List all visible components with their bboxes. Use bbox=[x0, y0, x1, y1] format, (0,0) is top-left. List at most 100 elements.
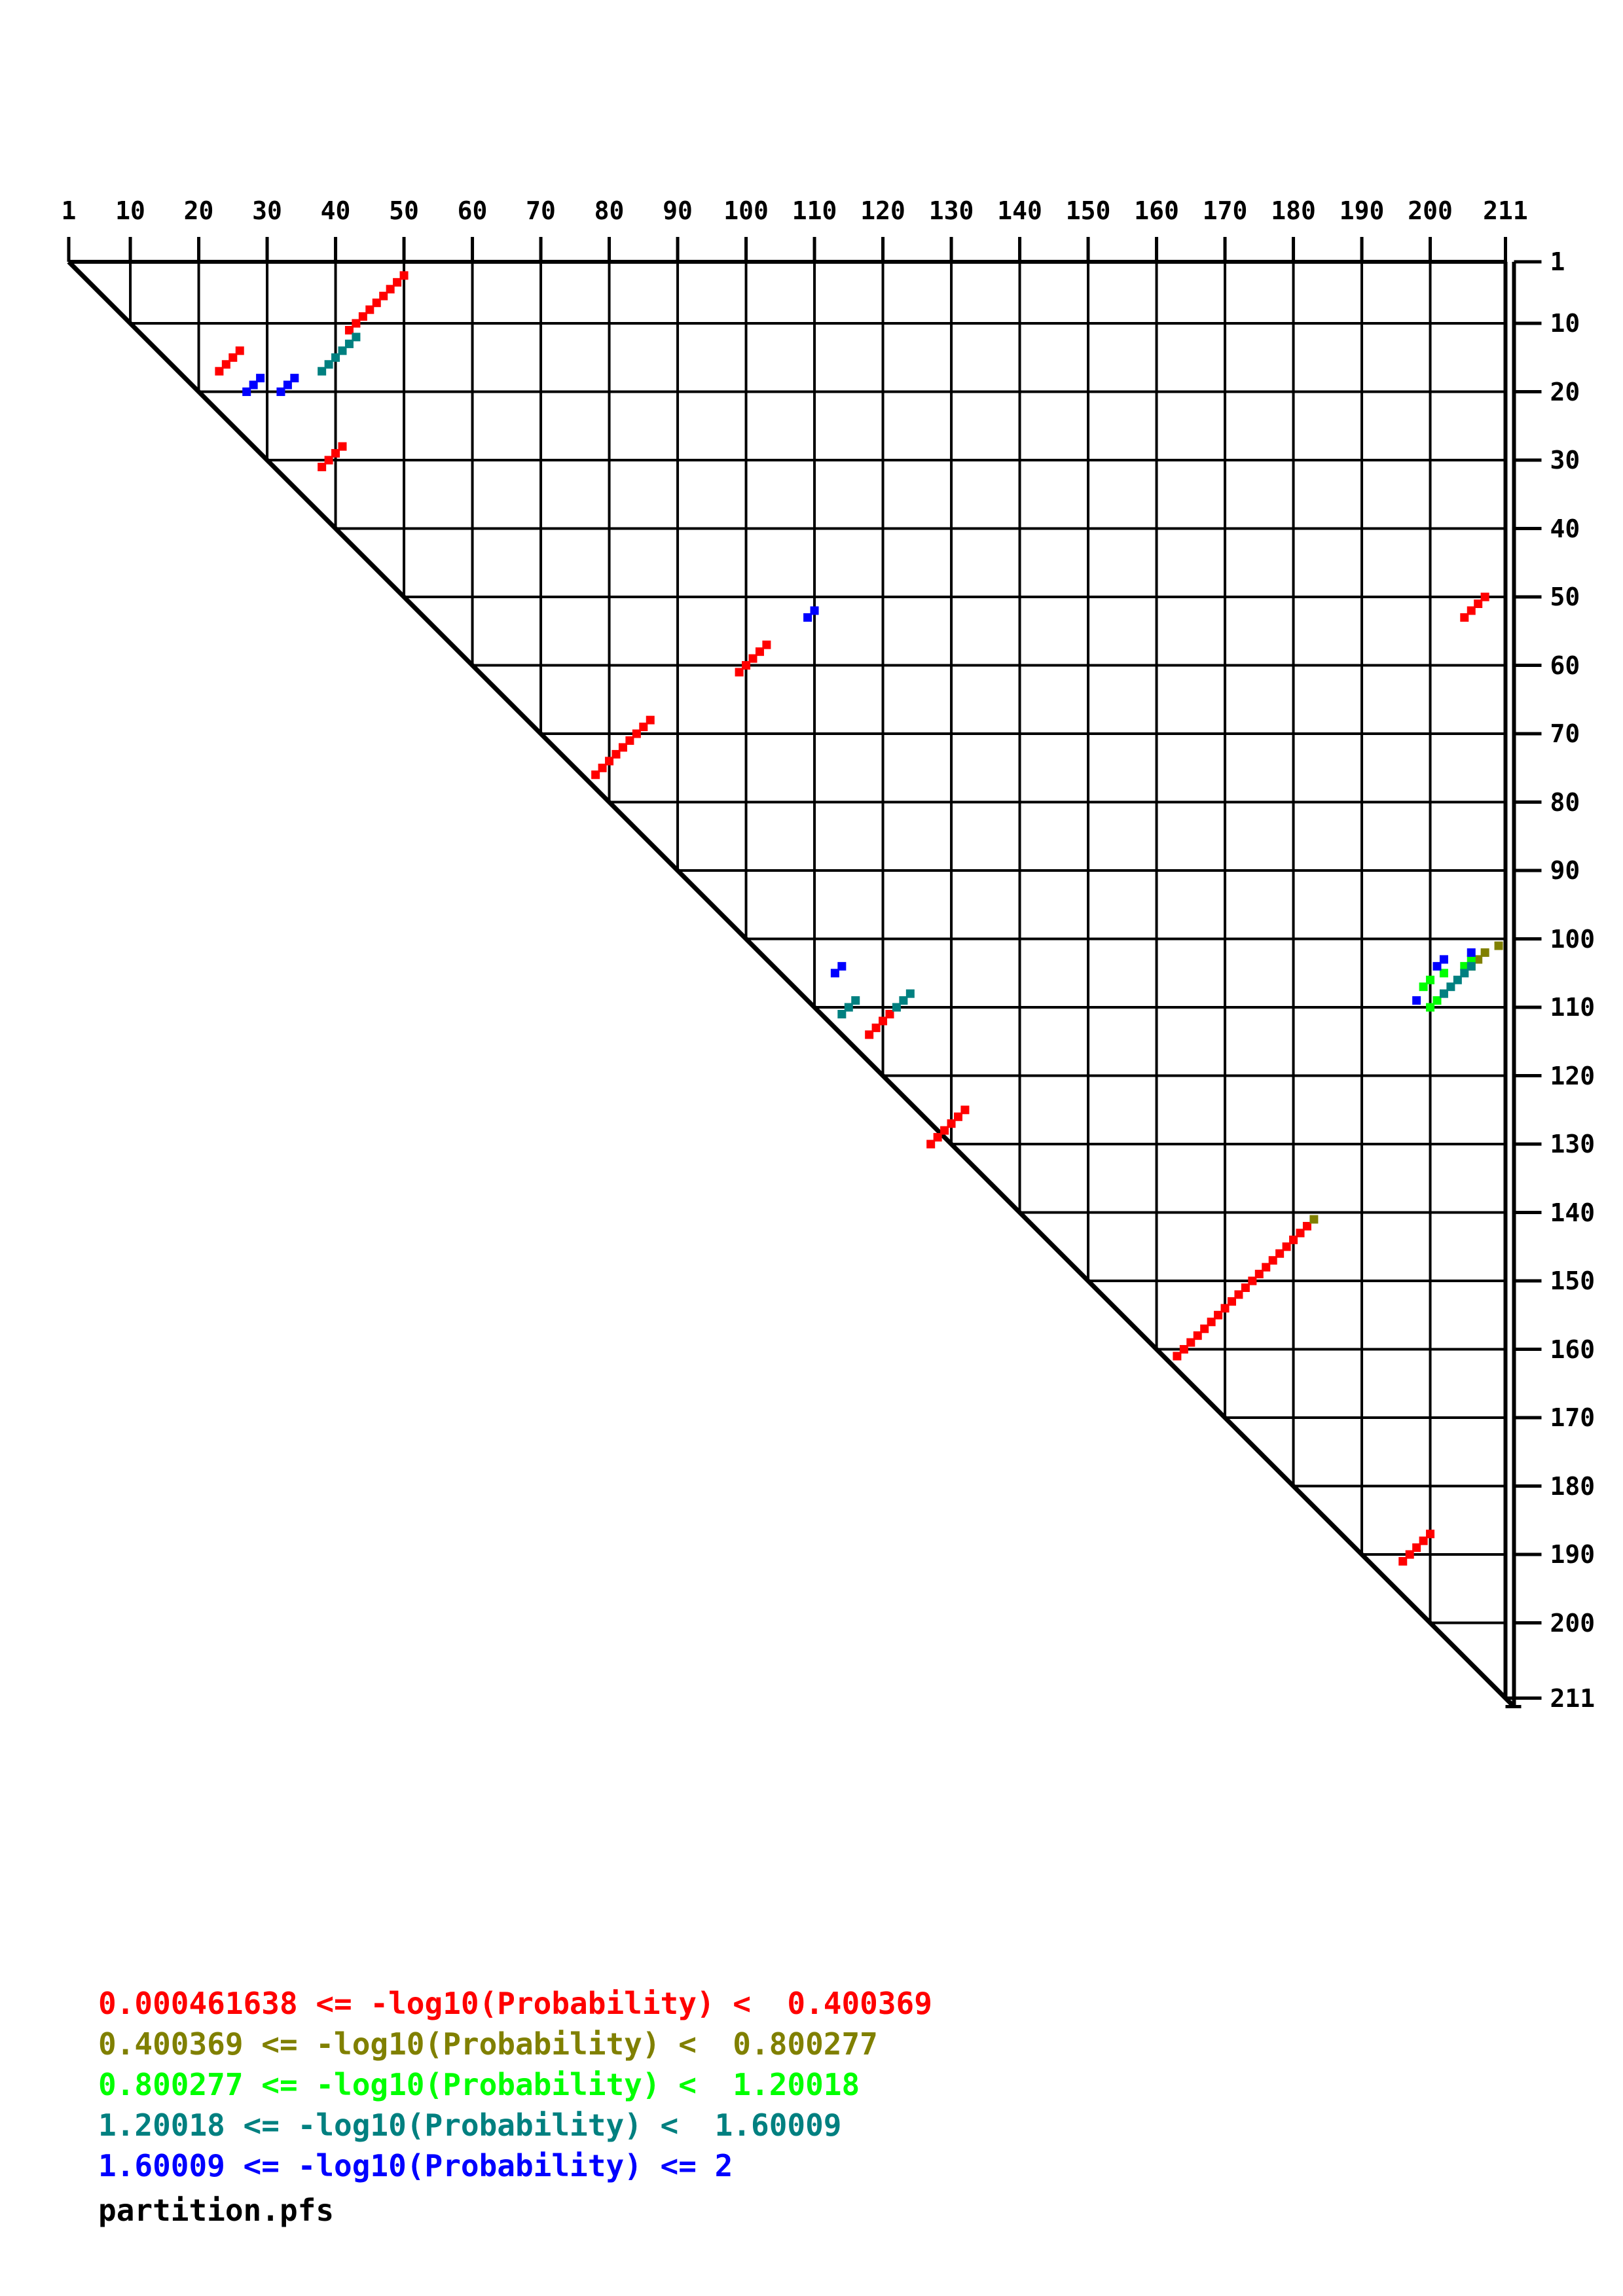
top-axis-tick-label: 140 bbox=[997, 196, 1042, 225]
top-axis-tick-label: 180 bbox=[1271, 196, 1316, 225]
data-point bbox=[1173, 1352, 1182, 1361]
data-point bbox=[879, 1016, 888, 1026]
data-point bbox=[1186, 1338, 1195, 1347]
dot-plot-canvas bbox=[67, 237, 1542, 1708]
top-axis-tick-label: 40 bbox=[320, 196, 351, 225]
data-point bbox=[871, 1023, 881, 1032]
data-point bbox=[844, 1003, 853, 1012]
right-axis-tick-label: 190 bbox=[1550, 1540, 1596, 1570]
data-point bbox=[1193, 1331, 1202, 1340]
data-point bbox=[1296, 1229, 1305, 1238]
top-axis-tick-label: 190 bbox=[1339, 196, 1385, 225]
data-point bbox=[1268, 1256, 1277, 1265]
data-point bbox=[228, 353, 238, 362]
data-point bbox=[1200, 1324, 1209, 1333]
legend-row-4: 1.20018 <= -log10(Probability) < 1.60009 bbox=[98, 2108, 842, 2143]
data-point bbox=[611, 749, 621, 759]
data-point bbox=[1214, 1310, 1223, 1319]
top-axis-tick-label: 110 bbox=[792, 196, 837, 225]
right-axis-tick-label: 20 bbox=[1550, 377, 1580, 406]
data-point bbox=[1480, 948, 1489, 957]
right-axis-tick-label: 160 bbox=[1550, 1335, 1596, 1364]
data-point bbox=[830, 969, 839, 978]
data-point bbox=[735, 668, 744, 677]
data-point bbox=[1275, 1249, 1285, 1258]
data-point bbox=[1474, 600, 1483, 608]
data-point bbox=[1439, 969, 1448, 978]
data-point bbox=[803, 613, 812, 622]
right-axis-tick-label: 40 bbox=[1550, 514, 1580, 543]
data-point bbox=[1426, 1003, 1435, 1012]
right-axis-tick-label: 140 bbox=[1550, 1198, 1596, 1227]
data-point bbox=[1480, 592, 1489, 601]
data-point bbox=[399, 271, 409, 280]
data-point bbox=[1494, 941, 1503, 950]
data-point bbox=[372, 298, 381, 308]
data-point bbox=[755, 647, 764, 656]
right-axis-tick-label: 200 bbox=[1550, 1608, 1596, 1638]
data-point bbox=[1467, 606, 1476, 615]
data-point bbox=[1241, 1283, 1250, 1292]
data-point bbox=[926, 1139, 936, 1149]
data-point bbox=[393, 278, 402, 287]
data-point bbox=[1467, 955, 1476, 964]
data-point bbox=[742, 661, 751, 670]
data-point bbox=[1453, 975, 1462, 984]
legend-row-3: 0.800277 <= -log10(Probability) < 1.2001… bbox=[98, 2067, 860, 2102]
data-point bbox=[1419, 1536, 1428, 1545]
data-point bbox=[352, 319, 361, 328]
right-axis-tick-label: 120 bbox=[1550, 1061, 1596, 1090]
grid-layer bbox=[129, 262, 1506, 1624]
data-point bbox=[905, 989, 915, 998]
data-point bbox=[618, 743, 627, 752]
top-axis-tick-label: 1 bbox=[61, 196, 77, 225]
data-point bbox=[1432, 996, 1442, 1005]
right-axis-tick-label: 60 bbox=[1550, 651, 1580, 680]
right-axis-tick-label: 100 bbox=[1550, 924, 1596, 954]
data-point bbox=[331, 449, 340, 458]
data-point bbox=[1439, 955, 1448, 964]
data-point bbox=[379, 291, 388, 300]
data-point bbox=[1439, 989, 1448, 998]
top-axis-tick-label: 211 bbox=[1483, 196, 1528, 225]
top-axis-tick-label: 20 bbox=[183, 196, 214, 225]
data-point bbox=[837, 961, 847, 971]
data-point bbox=[892, 1003, 901, 1012]
top-axis-tick-label: 200 bbox=[1408, 196, 1453, 225]
data-point bbox=[625, 736, 634, 745]
right-axis-tick-label: 10 bbox=[1550, 309, 1580, 338]
legend-row-2: 0.400369 <= -log10(Probability) < 0.8002… bbox=[98, 2026, 878, 2062]
data-point bbox=[1460, 969, 1469, 978]
data-point bbox=[1207, 1318, 1216, 1327]
data-point bbox=[851, 996, 860, 1005]
data-point bbox=[885, 1010, 894, 1018]
data-point bbox=[331, 353, 340, 362]
data-point bbox=[762, 640, 771, 649]
right-axis-tick-label: 1 bbox=[1550, 247, 1565, 276]
data-point bbox=[221, 360, 230, 369]
data-point bbox=[1309, 1215, 1319, 1224]
right-axis-tick-label: 211 bbox=[1550, 1683, 1596, 1713]
top-axis-tick-label: 100 bbox=[723, 196, 769, 225]
data-point bbox=[1405, 1550, 1414, 1559]
right-axis-tick-label: 170 bbox=[1550, 1403, 1596, 1433]
right-axis-tick-label: 130 bbox=[1550, 1130, 1596, 1159]
data-point bbox=[598, 763, 607, 772]
top-axis-tick-label: 50 bbox=[389, 196, 419, 225]
data-point bbox=[1426, 1530, 1435, 1539]
data-point bbox=[344, 326, 354, 334]
data-point bbox=[591, 770, 600, 780]
data-point bbox=[1282, 1242, 1291, 1251]
data-point bbox=[235, 346, 244, 355]
data-point bbox=[933, 1133, 942, 1142]
dot-plot-panel: 1 10 20 30 40 50 60 70 80 90 100 110 120 130 140 150 160… bbox=[61, 196, 1596, 1713]
data-point bbox=[344, 339, 354, 348]
data-point bbox=[1248, 1276, 1257, 1285]
data-point bbox=[324, 360, 333, 369]
top-axis-tick-label: 70 bbox=[526, 196, 556, 225]
legend-row-1: 0.000461638 <= -log10(Probability) < 0.4… bbox=[98, 1986, 932, 2021]
top-axis-tick-label: 170 bbox=[1202, 196, 1248, 225]
top-axis-tick-label: 80 bbox=[594, 196, 625, 225]
data-point bbox=[338, 442, 347, 451]
right-axis-tick-label: 110 bbox=[1550, 993, 1596, 1022]
